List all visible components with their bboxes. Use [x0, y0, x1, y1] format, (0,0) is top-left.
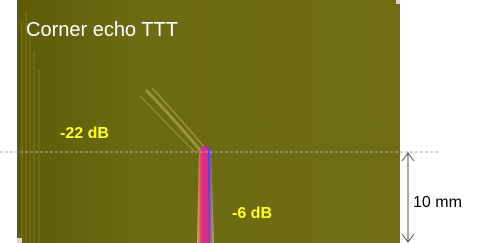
- scale-label: 10 mm: [413, 194, 462, 211]
- scan-figure: Corner echo TTT -22 dB -6 dB 10 mm: [0, 0, 481, 243]
- page: Corner echo TTT -22 dB -6 dB 10 mm (() =…: [0, 0, 481, 243]
- corner-marker: [17, 238, 22, 243]
- echo-core: [202, 148, 209, 243]
- annotation: -22 dB: [60, 125, 109, 142]
- corner-marker: [396, 0, 400, 4]
- annotation: -6 dB: [232, 205, 272, 222]
- scan-title: Corner echo TTT: [26, 19, 178, 41]
